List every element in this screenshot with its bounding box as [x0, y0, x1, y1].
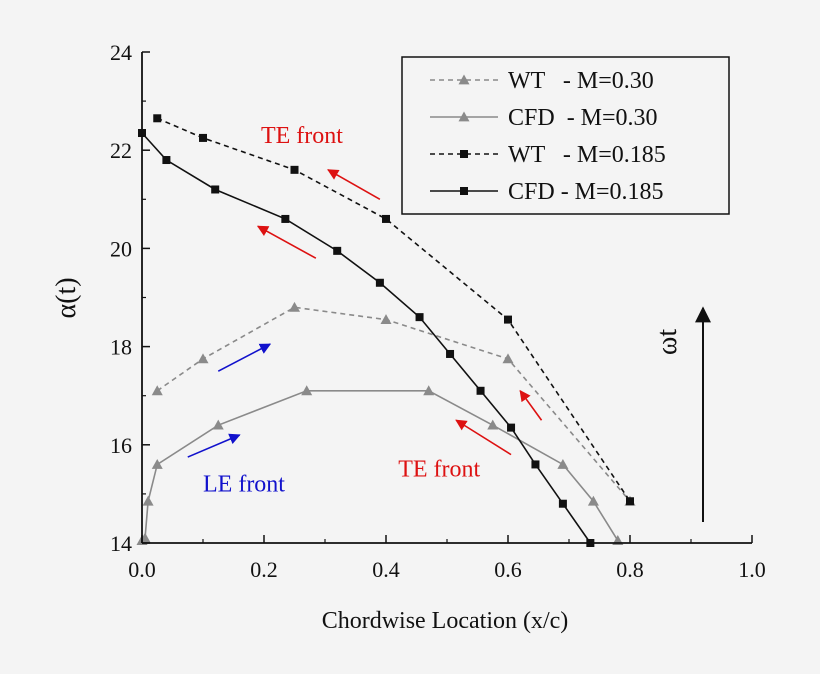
- y-tick-label: 16: [110, 433, 132, 458]
- front-arrow: [217, 343, 272, 372]
- legend-label: CFD - M=0.30: [508, 105, 658, 131]
- data-point: [476, 386, 485, 395]
- data-point: [587, 495, 599, 506]
- x-tick-label: 0.2: [250, 557, 278, 582]
- data-point: [142, 495, 154, 506]
- data-point: [507, 423, 516, 432]
- front-arrow: [327, 169, 381, 200]
- data-point: [380, 314, 392, 324]
- series-line: [141, 389, 619, 542]
- legend-entry: WT - M=0.185: [430, 142, 666, 168]
- data-point: [290, 165, 299, 174]
- data-point: [415, 313, 424, 322]
- series-1: [136, 385, 624, 545]
- x-tick-label: 0.0: [128, 557, 156, 582]
- data-point: [382, 214, 390, 223]
- data-point: [446, 349, 455, 358]
- legend-entry: WT - M=0.30: [430, 68, 654, 94]
- data-point: [487, 419, 499, 430]
- legend-marker: [458, 111, 470, 122]
- data-point: [212, 419, 224, 430]
- data-point: [162, 156, 171, 165]
- data-point: [557, 458, 569, 469]
- series-2: [153, 114, 634, 506]
- legend-label: CFD - M=0.185: [508, 179, 664, 205]
- series-line: [156, 306, 631, 502]
- data-point: [199, 133, 207, 142]
- y-tick-label: 20: [110, 236, 132, 261]
- legend-entry: CFD - M=0.185: [430, 179, 664, 205]
- series-line: [156, 117, 631, 502]
- y-tick-label: 14: [110, 531, 132, 556]
- series-layer: [136, 114, 636, 547]
- front-arrow: [187, 433, 241, 458]
- data-point: [197, 353, 209, 364]
- y-tick-label: 22: [110, 138, 132, 163]
- data-point: [558, 499, 567, 508]
- data-point: [423, 385, 435, 396]
- annotation-label: TE front: [398, 457, 480, 483]
- annotations: TE front TE front LE front: [203, 123, 481, 498]
- front-arrow: [519, 389, 543, 421]
- legend: WT - M=0.30 CFD - M=0.30 WT - M=0.185 CFD -…: [401, 56, 730, 215]
- y-tick-label: 24: [110, 40, 132, 65]
- data-point: [626, 497, 634, 506]
- legend-entry: CFD - M=0.30: [430, 105, 658, 131]
- y-tick-label: 18: [110, 335, 132, 360]
- legend-box: [401, 56, 730, 215]
- annotation-label: LE front: [203, 471, 285, 497]
- front-arrow: [455, 419, 512, 456]
- front-arrow: [256, 225, 317, 259]
- omega-t-indicator: ωt: [652, 306, 711, 522]
- data-point: [375, 278, 384, 287]
- annotation-label: TE front: [261, 123, 343, 149]
- data-point: [151, 458, 163, 469]
- legend-marker: [458, 74, 470, 85]
- omega-t-label: ωt: [652, 329, 683, 355]
- legend-marker: [460, 150, 468, 158]
- data-point: [301, 385, 313, 396]
- legend-label: WT - M=0.185: [508, 142, 666, 168]
- data-point: [531, 460, 540, 469]
- data-point: [153, 114, 162, 123]
- data-point: [504, 315, 512, 324]
- data-point: [333, 246, 342, 255]
- legend-marker: [460, 187, 468, 195]
- legend-label: WT - M=0.30: [508, 68, 654, 94]
- data-point: [502, 353, 514, 364]
- data-point: [211, 185, 220, 194]
- x-tick-label: 0.8: [616, 557, 644, 582]
- y-axis-label: α(t): [51, 277, 82, 318]
- data-point: [289, 301, 300, 312]
- x-axis-label: Chordwise Location (x/c): [322, 608, 569, 634]
- data-point: [281, 214, 290, 223]
- x-tick-label: 0.6: [494, 557, 522, 582]
- x-tick-label: 1.0: [738, 557, 766, 582]
- axes: 0.0 0.2 0.4 0.6 0.8 1.0 14 16 18 20 22 24: [110, 40, 766, 582]
- annotation-arrows: [187, 169, 543, 458]
- x-tick-label: 0.4: [372, 557, 400, 582]
- data-point: [151, 385, 163, 396]
